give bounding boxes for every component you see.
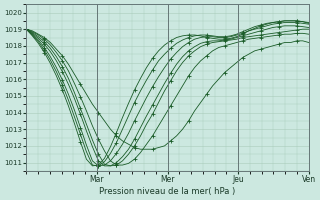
X-axis label: Pression niveau de la mer( hPa ): Pression niveau de la mer( hPa ): [100, 187, 236, 196]
